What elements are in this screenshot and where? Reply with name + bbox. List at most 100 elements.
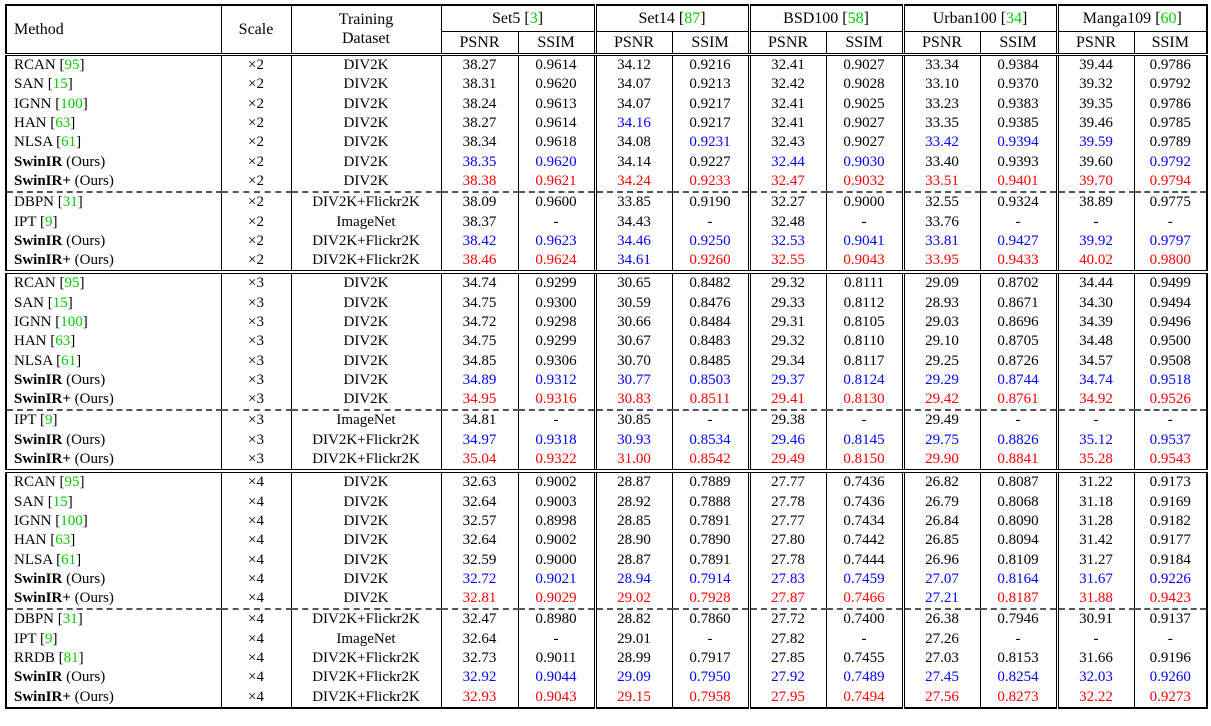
col-header-method: Method [5, 5, 221, 56]
scale-cell: ×3 [220, 351, 291, 371]
ssim-cell: 0.7891 [671, 550, 750, 570]
method-name: RCAN [14, 57, 56, 74]
citation-link[interactable]: 9 [44, 412, 53, 429]
citation-link[interactable]: 9 [44, 213, 53, 230]
scale-cell: ×3 [220, 390, 291, 412]
citation-link[interactable]: 31 [62, 611, 78, 628]
ssim-cell: 0.9260 [1133, 668, 1208, 688]
psnr-cell: 27.56 [901, 687, 981, 708]
psnr-cell: 29.34 [747, 351, 827, 371]
subheader-psnr: PSNR [1055, 31, 1135, 56]
ssim-cell: 0.7891 [671, 511, 750, 532]
citation-link[interactable]: 95 [64, 57, 80, 74]
citation-link[interactable]: 58 [847, 9, 864, 27]
dataset-cell: DIV2K [290, 54, 441, 76]
psnr-cell: 29.03 [901, 312, 981, 333]
psnr-cell: 29.42 [901, 390, 981, 412]
citation-link[interactable]: 100 [60, 512, 83, 529]
table-row: NLSA [61] ×3 DIV2K 34.85 0.9306 30.70 0.8485 29… [5, 351, 1208, 371]
citation-link[interactable]: 63 [55, 115, 71, 132]
ssim-cell: 0.8476 [671, 293, 750, 313]
benchmark-name: Manga109 [1082, 9, 1152, 27]
citation-link[interactable]: 87 [684, 9, 701, 27]
ssim-cell: 0.7400 [825, 609, 904, 630]
ssim-cell: 0.9775 [1133, 192, 1208, 213]
ours-label: (Ours) [62, 232, 106, 249]
citation-link[interactable]: 34 [1006, 9, 1023, 27]
psnr-cell: 29.09 [901, 272, 981, 294]
ssim-cell: 0.9543 [1133, 449, 1208, 474]
ssim-cell: 0.9322 [517, 449, 596, 474]
psnr-cell: 33.81 [901, 231, 981, 251]
psnr-cell: 27.95 [747, 687, 827, 708]
psnr-cell: 35.12 [1055, 430, 1135, 450]
ssim-cell: 0.9025 [825, 94, 904, 114]
psnr-cell: 32.53 [747, 231, 827, 251]
psnr-cell: 33.76 [901, 212, 981, 232]
citation-link[interactable]: 100 [60, 314, 83, 330]
citation-link[interactable]: 15 [52, 294, 68, 311]
citation-link[interactable]: 95 [64, 275, 80, 292]
psnr-cell: 29.09 [593, 668, 673, 688]
psnr-cell: 32.44 [747, 152, 827, 172]
method-name: DBPN [14, 194, 55, 211]
psnr-cell: 29.38 [747, 410, 827, 431]
table-row: DBPN [31] ×4 DIV2K+Flickr2K 32.47 0.8980 28.8… [5, 609, 1208, 630]
psnr-cell: 34.24 [593, 171, 673, 194]
ssim-cell: 0.9614 [517, 54, 596, 76]
psnr-cell: 29.90 [901, 449, 981, 474]
method-cell: IGNN [100] [5, 511, 221, 532]
citation-link[interactable]: 81 [63, 650, 79, 667]
ssim-cell: 0.8090 [979, 511, 1058, 532]
citation-link[interactable]: 63 [55, 532, 71, 549]
ssim-cell: 0.8094 [979, 531, 1058, 551]
table-row: RCAN [95] ×3 DIV2K 34.74 0.9299 30.65 0.8482 29… [5, 272, 1208, 294]
citation-link[interactable]: 60 [1160, 9, 1177, 27]
psnr-cell: 38.24 [440, 94, 518, 114]
ssim-cell: 0.9196 [1133, 648, 1208, 669]
ssim-cell: - [979, 629, 1058, 649]
ssim-cell: 0.8164 [979, 569, 1058, 590]
psnr-cell: 39.46 [1055, 113, 1135, 134]
ssim-cell: 0.9318 [517, 430, 596, 450]
psnr-cell: 39.59 [1055, 133, 1135, 153]
ssim-cell: 0.9324 [979, 192, 1058, 213]
citation-link[interactable]: 31 [62, 194, 78, 211]
psnr-cell: 28.93 [901, 293, 981, 313]
citation-link[interactable]: 61 [61, 551, 77, 568]
citation-link[interactable]: 15 [52, 493, 68, 510]
subheader-ssim: SSIM [671, 31, 750, 56]
psnr-cell: 28.90 [593, 531, 673, 551]
psnr-cell: 29.49 [901, 410, 981, 431]
psnr-cell: 29.32 [747, 332, 827, 352]
ssim-cell: 0.8511 [671, 390, 750, 412]
table-row: SwinIR+ (Ours) ×4 DIV2K+Flickr2K 32.93 0.904… [5, 687, 1208, 708]
citation-link[interactable]: 61 [61, 352, 77, 369]
ssim-cell: 0.7928 [671, 589, 750, 611]
psnr-cell: 39.70 [1055, 171, 1135, 194]
dataset-cell: DIV2K+Flickr2K [290, 449, 441, 474]
citation-link[interactable]: 61 [61, 134, 77, 151]
citation-link[interactable]: 95 [64, 474, 80, 491]
citation-link[interactable]: 9 [44, 630, 53, 647]
scale-cell: ×2 [220, 171, 291, 194]
psnr-cell: 34.16 [593, 113, 673, 134]
ssim-cell: 0.9800 [1133, 250, 1208, 275]
ssim-cell: 0.9182 [1133, 511, 1208, 532]
ssim-cell: 0.9618 [517, 133, 596, 153]
benchmark-header-manga109: Manga109 [60] [1055, 5, 1208, 32]
method-cell: SwinIR+ (Ours) [5, 171, 221, 194]
ours-label: (Ours) [70, 688, 114, 705]
psnr-cell: 38.31 [440, 75, 518, 95]
psnr-cell: 32.48 [747, 212, 827, 232]
psnr-cell: 32.42 [747, 75, 827, 95]
citation-link[interactable]: 15 [52, 76, 68, 93]
scale-cell: ×4 [220, 589, 291, 611]
citation-link[interactable]: 63 [55, 333, 71, 350]
scale-cell: ×4 [220, 668, 291, 688]
table-row: IPT [9] ×4 ImageNet 32.64-29.01-27.82-27.26… [5, 629, 1208, 649]
citation-link[interactable]: 100 [60, 95, 83, 112]
ssim-cell: 0.9792 [1133, 152, 1208, 172]
psnr-cell: 28.94 [593, 569, 673, 590]
citation-link[interactable]: 3 [529, 9, 538, 27]
